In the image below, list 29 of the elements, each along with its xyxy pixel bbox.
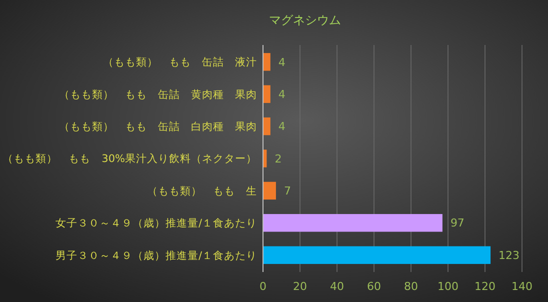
x-tick-label: 100 <box>438 280 458 293</box>
chart-title: マグネシウム <box>269 13 341 27</box>
bar <box>263 214 442 232</box>
data-label: 4 <box>278 120 286 134</box>
data-label: 97 <box>450 216 464 230</box>
data-label: 7 <box>284 184 291 198</box>
bar <box>263 182 276 200</box>
x-tick-label: 0 <box>260 280 266 293</box>
data-label: 2 <box>274 152 282 166</box>
x-tick-label: 140 <box>512 280 532 293</box>
y-tick-label: （もも類） もも 30%果汁入り飲料（ネクター） <box>2 152 257 166</box>
y-tick-label: （もも類） もも 缶詰 白肉種 果肉 <box>59 120 257 133</box>
y-tick-label: 女子３０～４９（歳）推進量/１食あたり <box>55 216 257 230</box>
y-tick-label: （もも類） もも 生 <box>147 184 257 198</box>
bar <box>263 85 270 103</box>
x-tick-label: 120 <box>474 280 496 293</box>
bar <box>263 117 270 136</box>
x-tick-label: 80 <box>404 280 418 293</box>
x-tick-label: 40 <box>330 280 344 293</box>
data-label: 123 <box>498 248 520 262</box>
bar <box>263 246 491 264</box>
bar <box>263 53 270 71</box>
x-tick-label: 60 <box>367 280 381 293</box>
y-tick-label: （もも類） もも 缶詰 黄肉種 果肉 <box>59 88 257 101</box>
data-label: 4 <box>278 56 286 69</box>
x-tick-label: 20 <box>293 280 307 293</box>
data-label: 4 <box>278 88 286 101</box>
y-tick-label: （もも類） もも 缶詰 液汁 <box>103 56 257 69</box>
y-tick-label: 男子３０～４９（歳）推進量/１食あたり <box>55 248 257 262</box>
